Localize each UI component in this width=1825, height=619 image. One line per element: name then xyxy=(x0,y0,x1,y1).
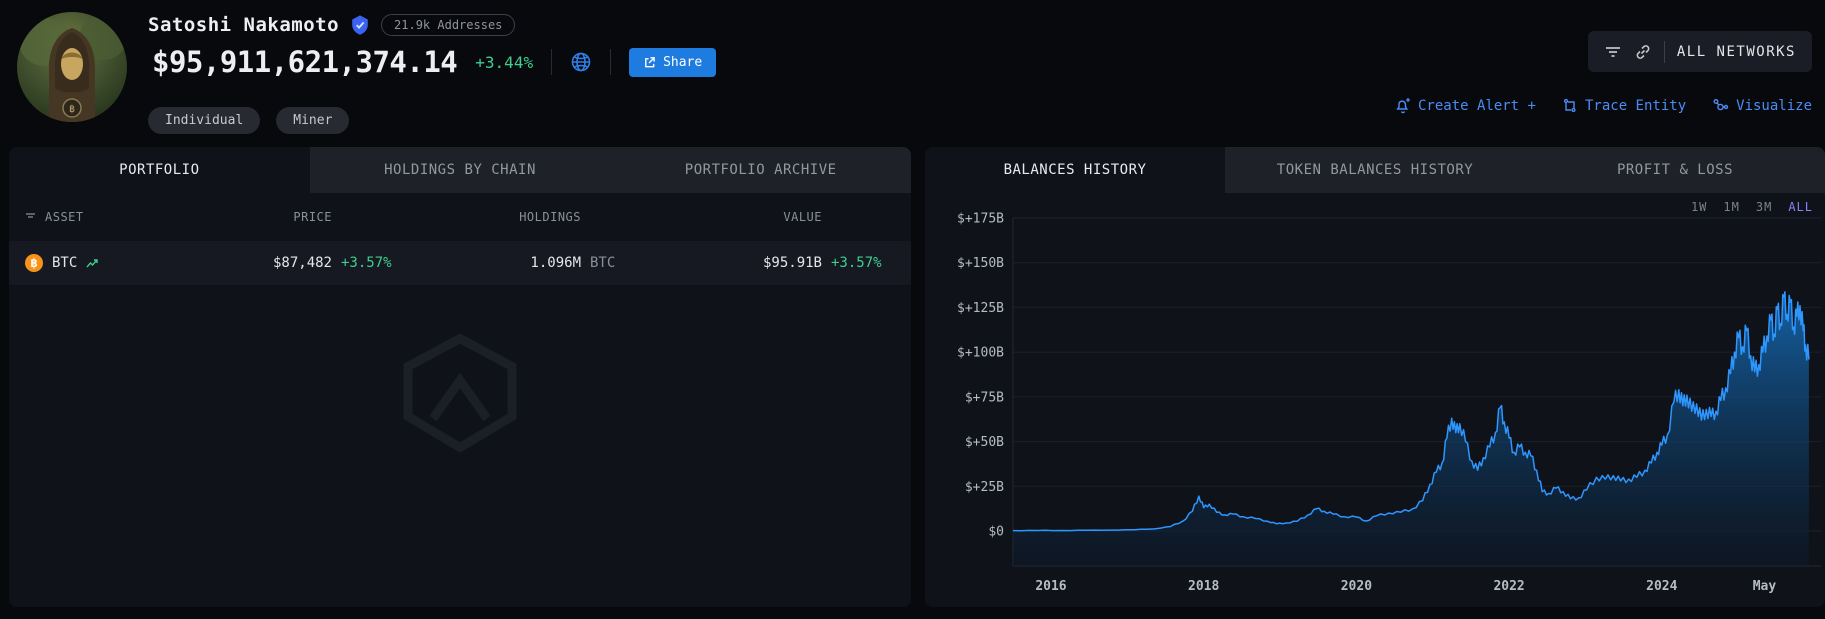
tab-balances-history[interactable]: BALANCES HISTORY xyxy=(1003,162,1147,178)
entity-avatar: ฿ xyxy=(17,12,127,122)
graph-network-icon xyxy=(1713,99,1729,111)
entity-name: Satoshi Nakamoto xyxy=(148,14,340,36)
arkham-logo-watermark xyxy=(395,331,525,460)
link-icon[interactable] xyxy=(1634,43,1652,61)
tag-individual[interactable]: Individual xyxy=(148,107,261,134)
portfolio-change-percent: +3.44% xyxy=(475,52,534,72)
balances-panel: BALANCES HISTORY TOKEN BALANCES HISTORY … xyxy=(925,147,1825,607)
tab-token-balances-history[interactable]: TOKEN BALANCES HISTORY xyxy=(1225,147,1525,193)
time-range-selector: 1W 1M 3M ALL xyxy=(1691,200,1813,214)
svg-text:$+75B: $+75B xyxy=(965,390,1004,405)
svg-text:2018: 2018 xyxy=(1188,579,1219,594)
portfolio-tabbar: PORTFOLIO HOLDINGS BY CHAIN PORTFOLIO AR… xyxy=(9,147,911,193)
entity-actions: Create Alert + Trace Entity Visualize xyxy=(1395,98,1812,114)
website-globe-icon[interactable] xyxy=(570,51,592,73)
entity-tags: Individual Miner xyxy=(148,107,350,134)
entity-header: ฿ Satoshi Nakamoto 21.9k Addresses $95,9… xyxy=(0,0,1825,147)
tab-portfolio-archive[interactable]: PORTFOLIO ARCHIVE xyxy=(610,147,911,193)
svg-text:May: May xyxy=(1753,579,1777,594)
filter-icon[interactable] xyxy=(1604,45,1622,59)
range-1m[interactable]: 1M xyxy=(1723,200,1740,214)
asset-ticker: BTC xyxy=(52,255,78,271)
btc-value-change: +3.57% xyxy=(831,255,882,271)
tag-miner[interactable]: Miner xyxy=(276,107,350,134)
portfolio-total-value: $95,911,621,374.14 xyxy=(152,45,458,79)
create-alert-label: Create Alert + xyxy=(1417,98,1536,114)
btc-holdings-unit: BTC xyxy=(590,255,616,271)
btc-price-change: +3.57% xyxy=(341,255,392,271)
verified-badge-icon xyxy=(352,15,368,35)
col-value[interactable]: VALUE xyxy=(783,210,822,224)
range-all[interactable]: ALL xyxy=(1788,200,1813,214)
svg-text:$+25B: $+25B xyxy=(965,480,1004,495)
svg-text:$+175B: $+175B xyxy=(957,212,1004,227)
sort-filter-icon[interactable] xyxy=(25,212,36,222)
tab-holdings-by-chain[interactable]: HOLDINGS BY CHAIN xyxy=(309,147,611,193)
balances-chart[interactable]: 1W 1M 3M ALL $+175B $+150B $+125B $+100B $+7… xyxy=(925,193,1825,607)
divider xyxy=(551,49,553,75)
network-selector[interactable]: ALL NETWORKS xyxy=(1587,31,1812,72)
network-selector-label: ALL NETWORKS xyxy=(1676,43,1796,60)
svg-text:2020: 2020 xyxy=(1341,579,1372,594)
col-price[interactable]: PRICE xyxy=(293,210,332,224)
svg-text:$+125B: $+125B xyxy=(957,301,1004,316)
svg-text:2022: 2022 xyxy=(1493,579,1524,594)
range-3m[interactable]: 3M xyxy=(1755,200,1773,214)
trace-entity-label: Trace Entity xyxy=(1584,98,1687,114)
range-1w[interactable]: 1W xyxy=(1690,200,1708,214)
svg-text:2016: 2016 xyxy=(1035,579,1066,594)
addresses-count-badge: 21.9k Addresses xyxy=(381,14,516,36)
portfolio-panel: PORTFOLIO HOLDINGS BY CHAIN PORTFOLIO AR… xyxy=(9,147,911,607)
tab-portfolio[interactable]: PORTFOLIO xyxy=(119,162,200,178)
avatar-statue-illustration: ฿ xyxy=(19,16,127,122)
trend-up-icon xyxy=(86,258,98,267)
btc-holdings: 1.096M xyxy=(530,255,581,271)
assets-table-header: ASSET PRICE HOLDINGS VALUE xyxy=(9,193,911,241)
trace-icon xyxy=(1563,98,1576,113)
balances-tabbar: BALANCES HISTORY TOKEN BALANCES HISTORY … xyxy=(925,147,1825,193)
divider xyxy=(1663,40,1665,63)
svg-text:$+100B: $+100B xyxy=(957,346,1004,361)
visualize-label: Visualize xyxy=(1736,98,1812,114)
svg-text:$0: $0 xyxy=(988,525,1004,540)
create-alert-button[interactable]: Create Alert + xyxy=(1395,98,1536,114)
tab-profit-loss[interactable]: PROFIT & LOSS xyxy=(1525,147,1825,193)
asset-row-btc[interactable]: ฿ BTC $87,482 +3.57% 1.096M BTC $95.91B … xyxy=(9,241,911,285)
share-button-label: Share xyxy=(663,54,703,70)
divider xyxy=(610,49,612,75)
col-asset[interactable]: ASSET xyxy=(45,210,84,224)
svg-text:2024: 2024 xyxy=(1646,579,1677,594)
svg-text:$+150B: $+150B xyxy=(957,256,1004,271)
trace-entity-button[interactable]: Trace Entity xyxy=(1562,98,1686,114)
col-holdings[interactable]: HOLDINGS xyxy=(519,210,581,224)
visualize-button[interactable]: Visualize xyxy=(1712,98,1812,114)
share-button[interactable]: Share xyxy=(629,47,717,77)
share-icon xyxy=(645,56,655,67)
bell-plus-icon xyxy=(1396,98,1410,114)
svg-text:฿: ฿ xyxy=(69,104,75,115)
svg-text:$+50B: $+50B xyxy=(965,435,1004,450)
btc-price: $87,482 xyxy=(272,255,332,271)
btc-value: $95.91B xyxy=(762,255,822,271)
btc-icon: ฿ xyxy=(25,254,43,272)
